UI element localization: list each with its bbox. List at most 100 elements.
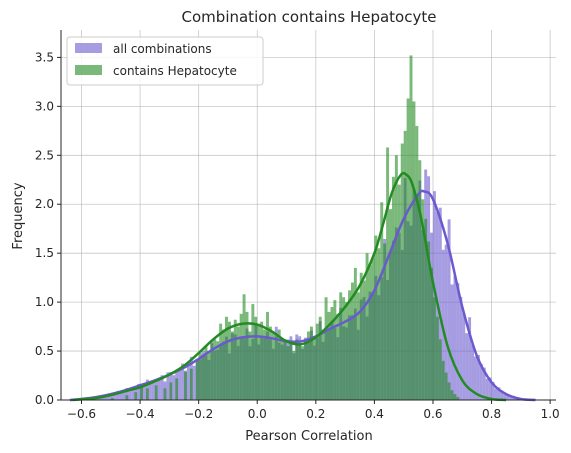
bar-contains-hepatocyte — [371, 258, 375, 400]
bar-contains-hepatocyte — [403, 130, 407, 400]
bar-contains-hepatocyte — [409, 55, 413, 400]
bar-contains-hepatocyte — [154, 385, 158, 400]
x-axis-title: Pearson Correlation — [245, 429, 372, 444]
x-tick-label: 1.0 — [541, 407, 560, 421]
bar-all-combinations — [491, 381, 495, 400]
bar-contains-hepatocyte — [348, 290, 351, 400]
bar-all-combinations — [473, 356, 477, 400]
bar-contains-hepatocyte — [216, 341, 220, 400]
x-tick-label: 0.0 — [248, 407, 267, 421]
bar-all-combinations — [116, 390, 120, 400]
bar-contains-hepatocyte — [394, 155, 398, 400]
bar-contains-hepatocyte — [245, 311, 249, 400]
legend-swatch-contains-hepatocyte — [75, 65, 102, 75]
bar-contains-hepatocyte — [125, 395, 129, 400]
bar-contains-hepatocyte — [430, 267, 433, 400]
bar-contains-hepatocyte — [362, 280, 366, 400]
bar-all-combinations — [450, 284, 454, 400]
bar-contains-hepatocyte — [301, 346, 305, 400]
bar-contains-hepatocyte — [418, 160, 422, 400]
bar-contains-hepatocyte — [342, 297, 346, 400]
bar-contains-hepatocyte — [453, 394, 457, 400]
y-tick-label: 2.0 — [35, 197, 54, 211]
y-tick-label: 3.5 — [35, 50, 54, 64]
bar-all-combinations — [465, 333, 469, 400]
bar-contains-hepatocyte — [339, 292, 343, 400]
bar-contains-hepatocyte — [242, 294, 246, 400]
bar-all-combinations — [453, 275, 457, 400]
bar-all-combinations — [157, 377, 161, 400]
bar-contains-hepatocyte — [210, 343, 214, 400]
bar-contains-hepatocyte — [286, 346, 290, 400]
bar-all-combinations — [444, 244, 448, 400]
bar-contains-hepatocyte — [391, 176, 395, 400]
bar-contains-hepatocyte — [227, 321, 231, 400]
bar-contains-hepatocyte — [213, 339, 217, 400]
bar-all-combinations — [509, 395, 513, 400]
bar-contains-hepatocyte — [432, 297, 436, 400]
bar-all-combinations — [131, 387, 135, 400]
bar-contains-hepatocyte — [236, 326, 240, 400]
bar-all-combinations — [122, 390, 126, 400]
bar-all-combinations — [497, 387, 501, 400]
bar-contains-hepatocyte — [225, 316, 228, 400]
bar-contains-hepatocyte — [195, 358, 199, 400]
bar-contains-hepatocyte — [248, 331, 252, 400]
bar-all-combinations — [166, 372, 170, 400]
bar-contains-hepatocyte — [184, 370, 187, 400]
bar-all-combinations — [119, 392, 123, 400]
bar-all-combinations — [172, 375, 176, 400]
bar-contains-hepatocyte — [140, 387, 144, 400]
bar-contains-hepatocyte — [412, 101, 416, 401]
bar-contains-hepatocyte — [450, 390, 454, 400]
grid-lines — [61, 30, 556, 401]
bar-all-combinations — [488, 377, 492, 400]
bar-contains-hepatocyte — [266, 311, 269, 400]
bar-all-combinations — [482, 367, 486, 400]
bar-all-combinations — [447, 219, 451, 400]
legend-label-all-combinations: all combinations — [113, 42, 212, 56]
x-tick-label: 0.8 — [482, 407, 501, 421]
bar-contains-hepatocyte — [327, 311, 331, 400]
y-axis-title: Frequency — [11, 182, 26, 249]
bar-contains-hepatocyte — [318, 316, 322, 400]
x-axis-ticks: −0.6 −0.4 −0.2 0.0 0.2 0.4 0.6 0.8 1.0 — [67, 400, 560, 421]
bar-contains-hepatocyte — [145, 388, 149, 400]
bar-contains-hepatocyte — [222, 329, 226, 400]
x-tick-label: −0.6 — [67, 407, 96, 421]
bar-contains-hepatocyte — [307, 331, 310, 400]
bar-all-combinations — [485, 378, 489, 400]
bar-contains-hepatocyte — [233, 319, 237, 400]
bar-contains-hepatocyte — [368, 264, 372, 400]
bar-all-combinations — [471, 344, 474, 400]
bar-all-combinations — [500, 390, 504, 400]
bar-contains-hepatocyte — [271, 333, 275, 400]
legend-swatch-all-combinations — [75, 43, 102, 53]
chart-title: Combination contains Hepatocyte — [182, 8, 437, 26]
bars-contains-hepatocyte — [72, 55, 460, 401]
bar-contains-hepatocyte — [386, 147, 390, 400]
bar-contains-hepatocyte — [336, 313, 340, 400]
bar-contains-hepatocyte — [350, 282, 354, 400]
bar-all-combinations — [506, 395, 510, 400]
y-tick-label: 1.5 — [35, 246, 54, 260]
x-tick-label: 0.6 — [423, 407, 442, 421]
x-tick-label: 0.2 — [306, 407, 325, 421]
bar-contains-hepatocyte — [257, 323, 261, 400]
bar-all-combinations — [148, 382, 152, 400]
bar-contains-hepatocyte — [421, 199, 425, 400]
bar-all-combinations — [125, 388, 129, 400]
bar-contains-hepatocyte — [312, 336, 316, 400]
bar-contains-hepatocyte — [456, 397, 460, 400]
bar-all-combinations — [107, 394, 111, 400]
bar-contains-hepatocyte — [239, 313, 243, 400]
bar-contains-hepatocyte — [356, 292, 360, 400]
bar-contains-hepatocyte — [304, 339, 308, 400]
bar-all-combinations — [479, 363, 483, 400]
bar-contains-hepatocyte — [254, 316, 258, 400]
bar-contains-hepatocyte — [406, 98, 410, 400]
bar-all-combinations — [192, 365, 196, 400]
bar-contains-hepatocyte — [283, 339, 287, 400]
bar-contains-hepatocyte — [365, 253, 369, 400]
